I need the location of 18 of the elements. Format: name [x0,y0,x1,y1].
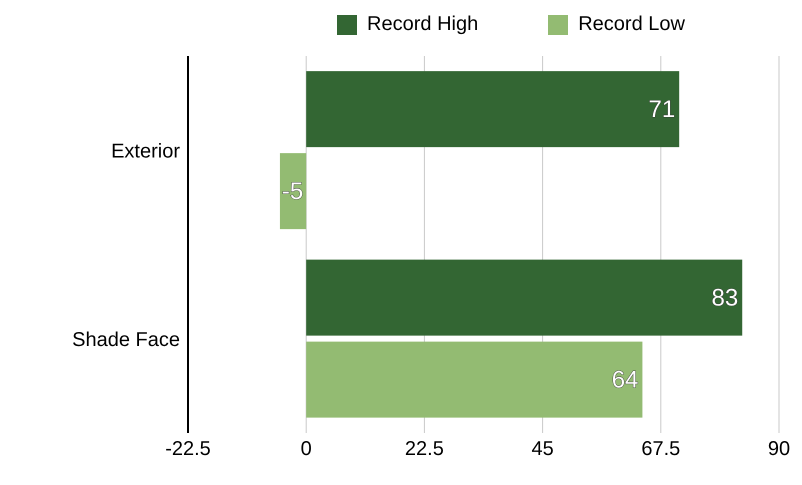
bar [306,71,680,148]
y-tick-label: Shade Face [72,328,180,351]
x-tick-label: 0 [300,438,312,460]
x-tick-label: 67.5 [641,438,680,460]
legend-label: Record High [367,13,478,35]
x-tick-label: 90 [768,438,790,460]
data-label: 71 [648,96,676,124]
bar [306,342,642,418]
bar [306,260,742,336]
y-tick-label: Exterior [111,140,180,162]
x-tick-label: -22.5 [165,438,211,460]
bar [280,153,306,230]
x-tick-label: 45 [531,438,554,460]
data-label: 64 [612,366,638,394]
x-tick-label: 22.5 [404,438,444,460]
legend-label: Record Low [578,13,685,35]
data-label: 83 [712,284,738,312]
data-label: -5 [282,178,304,206]
